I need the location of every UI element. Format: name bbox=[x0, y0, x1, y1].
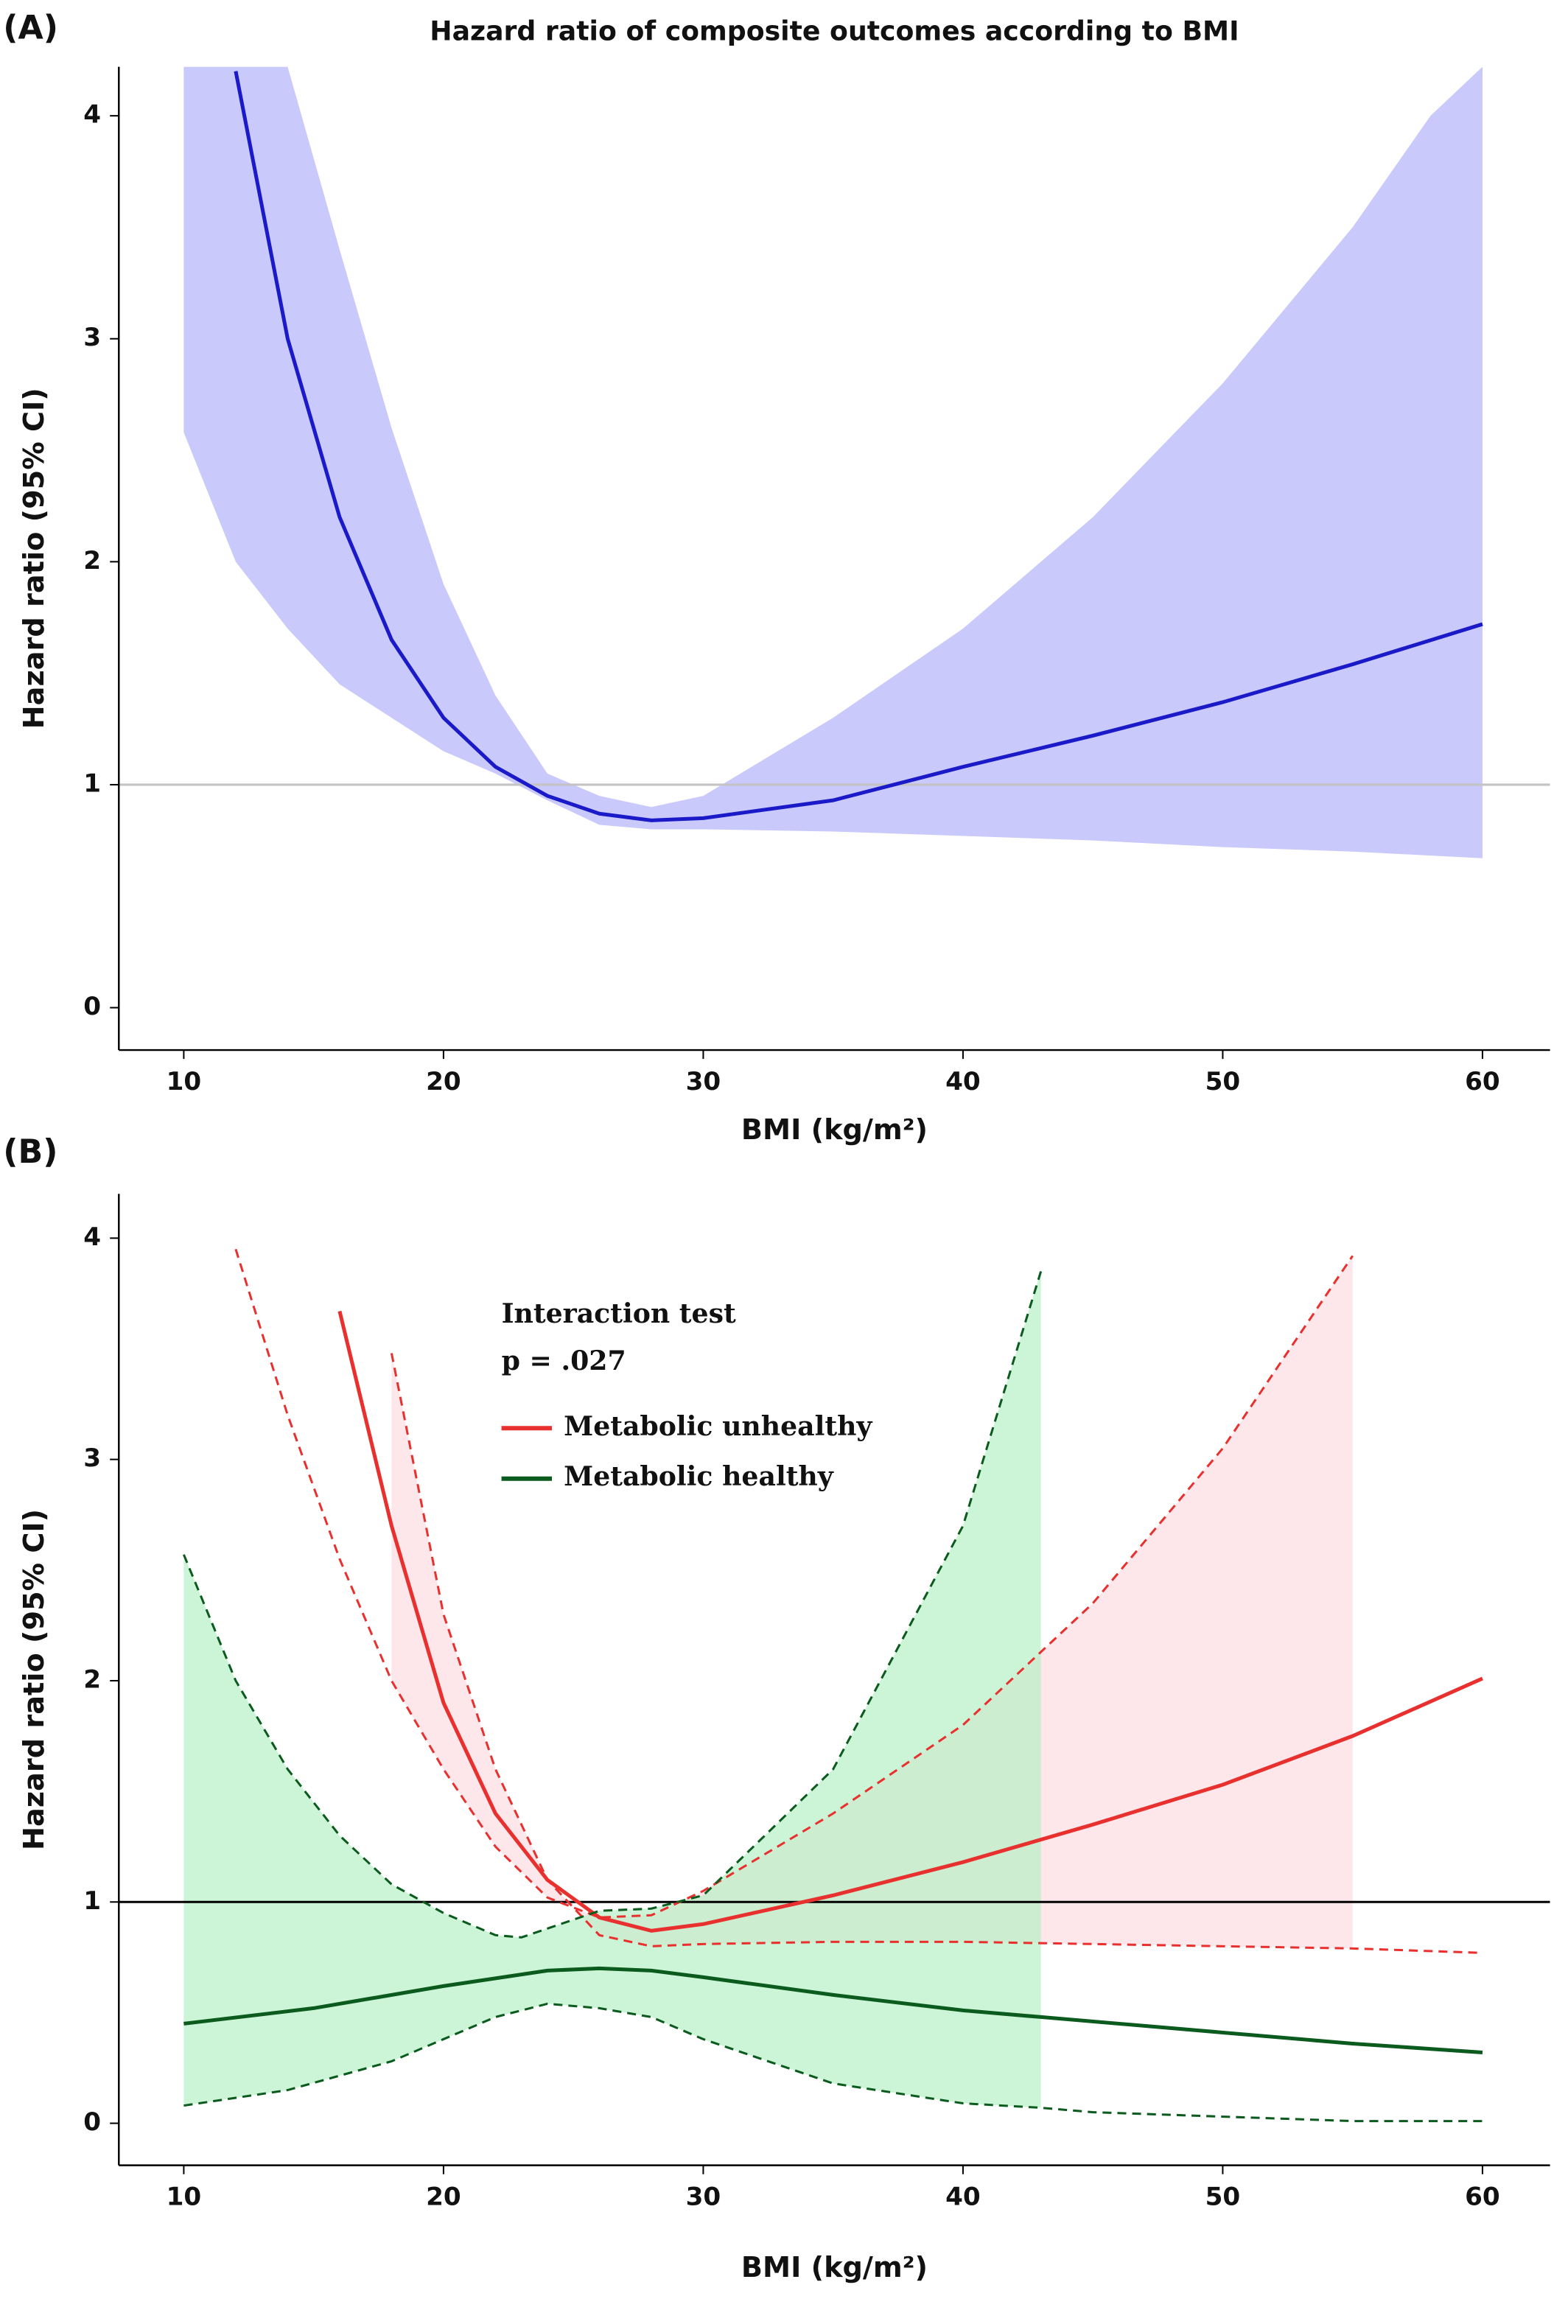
y-tick-label: 3 bbox=[83, 1443, 101, 1473]
x-tick-label: 50 bbox=[1205, 1067, 1241, 1096]
confidence-bound bbox=[390, 1353, 1483, 1954]
y-tick-label: 2 bbox=[83, 546, 101, 575]
y-tick-label: 1 bbox=[83, 769, 101, 798]
x-axis-label: BMI (kg/m²) bbox=[741, 2252, 928, 2284]
panel-label: (B) bbox=[3, 1133, 57, 1171]
x-tick-label: 60 bbox=[1465, 1067, 1500, 1096]
confidence-bound bbox=[234, 1248, 1354, 1919]
plot bbox=[119, 1248, 1550, 2123]
plot bbox=[119, 66, 1550, 858]
legend-label: Metabolic healthy bbox=[564, 1460, 834, 1492]
line bbox=[234, 71, 1483, 822]
x-tick-label: 10 bbox=[167, 1067, 202, 1096]
confidence-band bbox=[183, 66, 1483, 858]
y-tick-label: 2 bbox=[83, 1665, 101, 1694]
panel-label: (A) bbox=[3, 9, 58, 46]
x-tick-label: 20 bbox=[426, 2182, 461, 2211]
y-tick-label: 4 bbox=[83, 1222, 101, 1252]
confidence-band bbox=[391, 1256, 1353, 1949]
line bbox=[337, 1310, 1483, 1933]
y-tick-label: 1 bbox=[83, 1886, 101, 1916]
x-tick-label: 40 bbox=[945, 1067, 981, 1096]
legend-label: Metabolic unhealthy bbox=[564, 1410, 872, 1442]
y-axis-label: Hazard ratio (95% CI) bbox=[18, 388, 51, 729]
x-tick-label: 50 bbox=[1205, 2182, 1241, 2211]
x-tick-label: 30 bbox=[686, 1067, 721, 1096]
y-tick-label: 3 bbox=[83, 323, 101, 352]
annotation: p = .027 bbox=[502, 1345, 626, 1376]
confidence-band bbox=[183, 1271, 1041, 2108]
x-tick-label: 10 bbox=[167, 2182, 202, 2211]
y-tick-label: 4 bbox=[83, 100, 101, 130]
chart-title: Hazard ratio of composite outcomes accor… bbox=[430, 15, 1239, 46]
y-tick-label: 0 bbox=[83, 992, 101, 1021]
confidence-bound bbox=[183, 2002, 1483, 2123]
y-axis-label: Hazard ratio (95% CI) bbox=[18, 1509, 51, 1850]
x-tick-label: 30 bbox=[686, 2182, 721, 2211]
x-tick-label: 60 bbox=[1465, 2182, 1500, 2211]
x-tick-label: 20 bbox=[426, 1067, 461, 1096]
line bbox=[183, 1966, 1483, 2054]
confidence-bound bbox=[182, 1270, 1043, 1939]
y-tick-label: 0 bbox=[83, 2107, 101, 2137]
annotation: Interaction test bbox=[502, 1298, 736, 1329]
x-axis-label: BMI (kg/m²) bbox=[741, 1114, 928, 1147]
x-tick-label: 40 bbox=[945, 2182, 981, 2211]
